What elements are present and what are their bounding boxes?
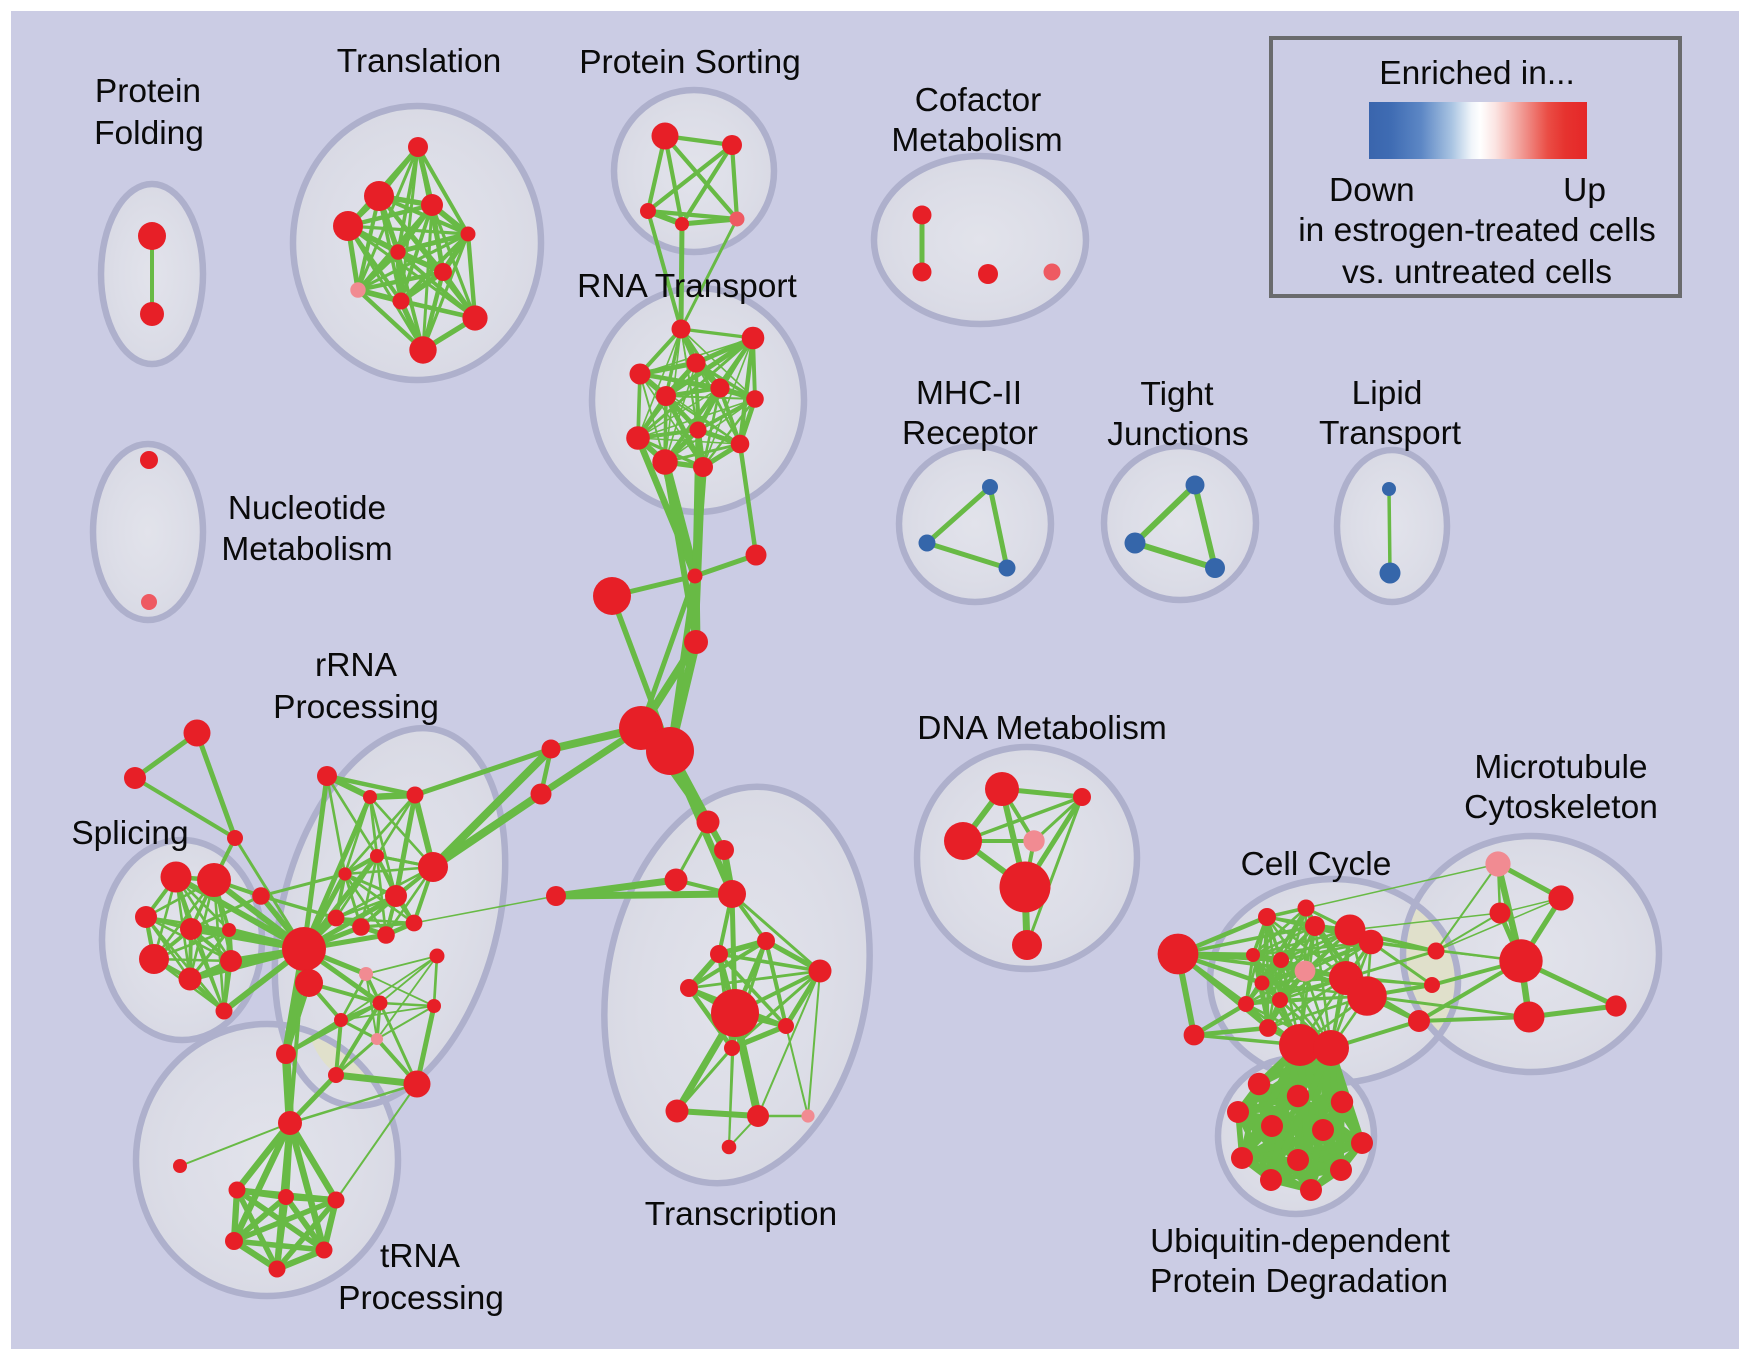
svg-text:Tight: Tight	[1140, 376, 1214, 413]
svg-text:Lipid: Lipid	[1352, 375, 1423, 412]
svg-text:Enriched in...: Enriched in...	[1379, 55, 1575, 92]
svg-text:vs. untreated cells: vs. untreated cells	[1342, 254, 1612, 291]
svg-text:Microtubule: Microtubule	[1474, 749, 1647, 786]
svg-text:Down: Down	[1329, 172, 1415, 209]
svg-text:Processing: Processing	[338, 1280, 504, 1317]
svg-text:Receptor: Receptor	[902, 415, 1038, 452]
svg-text:Junctions: Junctions	[1107, 416, 1249, 453]
svg-text:Ubiquitin-dependent: Ubiquitin-dependent	[1150, 1223, 1451, 1260]
svg-text:MHC-II: MHC-II	[916, 375, 1022, 412]
svg-text:Cofactor: Cofactor	[915, 82, 1042, 119]
svg-text:Protein Sorting: Protein Sorting	[579, 44, 801, 81]
svg-text:Folding: Folding	[94, 115, 204, 152]
svg-text:Splicing: Splicing	[71, 815, 188, 852]
svg-text:Cell Cycle: Cell Cycle	[1241, 846, 1392, 883]
svg-text:Metabolism: Metabolism	[221, 531, 392, 568]
svg-text:Protein Degradation: Protein Degradation	[1150, 1263, 1448, 1300]
svg-text:Transcription: Transcription	[645, 1196, 837, 1233]
svg-text:Nucleotide: Nucleotide	[228, 490, 386, 527]
svg-text:DNA Metabolism: DNA Metabolism	[917, 710, 1166, 747]
svg-text:rRNA: rRNA	[315, 647, 398, 684]
svg-text:RNA Transport: RNA Transport	[577, 268, 797, 305]
svg-text:tRNA: tRNA	[380, 1238, 461, 1275]
svg-text:Transport: Transport	[1319, 415, 1462, 452]
svg-text:Processing: Processing	[273, 689, 439, 726]
svg-text:Translation: Translation	[337, 43, 501, 80]
svg-text:in estrogen-treated cells: in estrogen-treated cells	[1298, 212, 1656, 249]
svg-text:Cytoskeleton: Cytoskeleton	[1464, 789, 1658, 826]
svg-text:Protein: Protein	[95, 73, 201, 110]
svg-text:Metabolism: Metabolism	[891, 122, 1062, 159]
svg-text:Up: Up	[1563, 172, 1606, 209]
